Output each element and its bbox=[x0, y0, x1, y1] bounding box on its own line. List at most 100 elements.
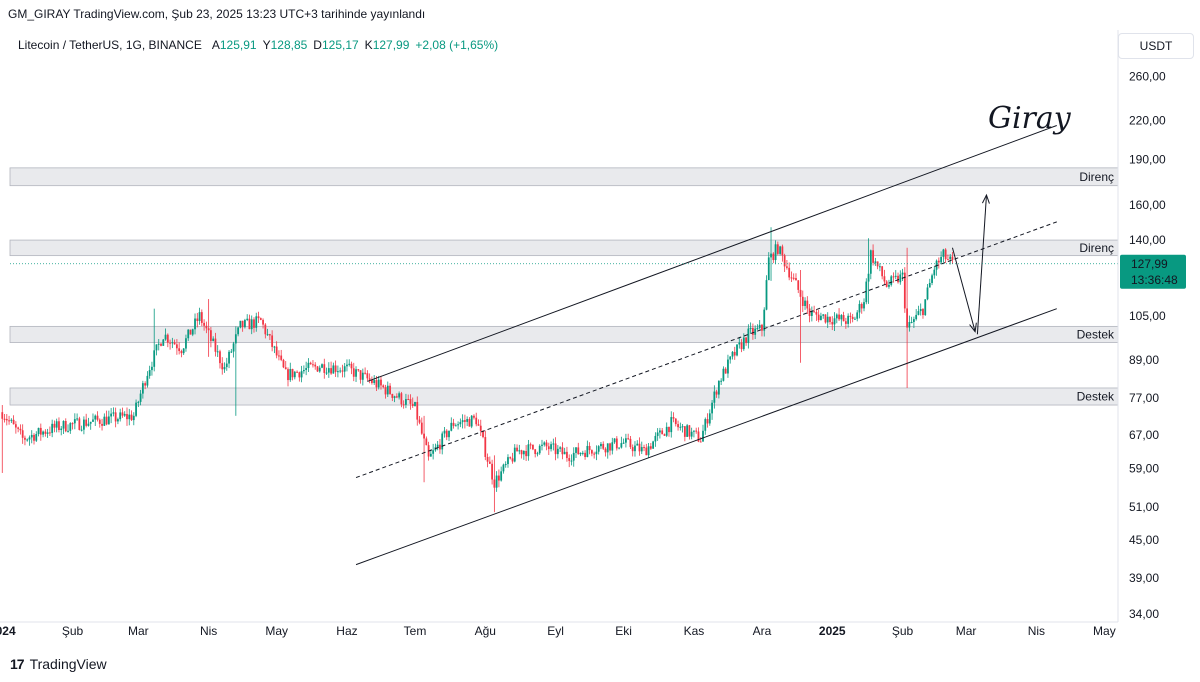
candle-body bbox=[141, 383, 144, 394]
candle-body bbox=[189, 329, 192, 335]
x-tick-label: Nis bbox=[1028, 624, 1045, 638]
candle-body bbox=[681, 426, 684, 428]
candle-body bbox=[756, 328, 759, 330]
candle-body bbox=[321, 364, 323, 368]
candle-body bbox=[813, 311, 816, 313]
candle-body bbox=[67, 430, 69, 432]
candle-body bbox=[203, 322, 205, 326]
candle-body bbox=[699, 441, 702, 443]
candle-body bbox=[5, 418, 8, 421]
candle-body bbox=[516, 447, 518, 452]
candle-body bbox=[579, 452, 582, 455]
candle-body bbox=[58, 421, 60, 430]
candle-body bbox=[119, 412, 122, 420]
candle-body bbox=[207, 328, 210, 331]
candle-body bbox=[624, 438, 627, 443]
candle-body bbox=[468, 419, 471, 427]
candle-body bbox=[180, 351, 183, 354]
candle-body bbox=[826, 316, 829, 323]
y-tick-label: 160,00 bbox=[1129, 198, 1166, 212]
candle-body bbox=[377, 379, 380, 388]
candle-body bbox=[584, 452, 586, 457]
y-tick-label: 105,00 bbox=[1129, 309, 1166, 323]
candle-body bbox=[890, 276, 893, 285]
candle-body bbox=[291, 368, 294, 378]
candle-body bbox=[164, 334, 167, 340]
candle-body bbox=[892, 276, 895, 278]
candle-body bbox=[593, 453, 596, 455]
candle-body bbox=[298, 372, 301, 378]
candle-body bbox=[359, 370, 362, 380]
candle-body bbox=[253, 319, 255, 328]
candle-body bbox=[838, 314, 840, 320]
y-tick-label: 59,00 bbox=[1129, 461, 1159, 475]
candle-body bbox=[606, 443, 609, 453]
y-tick-label: 51,00 bbox=[1129, 500, 1159, 514]
candle-body bbox=[781, 246, 784, 256]
candle-body bbox=[713, 391, 716, 403]
candle-body bbox=[87, 423, 90, 426]
candle-body bbox=[350, 363, 353, 369]
candle-body bbox=[1, 412, 4, 419]
candle-body bbox=[302, 369, 305, 372]
candle-body bbox=[210, 330, 212, 341]
candle-body bbox=[280, 355, 283, 360]
candle-body bbox=[659, 430, 661, 433]
candle-body bbox=[556, 448, 559, 455]
candle-body bbox=[597, 446, 600, 452]
candle-body bbox=[727, 359, 729, 374]
candle-body bbox=[309, 362, 312, 365]
candle-body bbox=[761, 324, 763, 331]
candle-body bbox=[196, 318, 199, 321]
candle-body bbox=[729, 356, 732, 360]
candle-body bbox=[504, 464, 507, 466]
candle-body bbox=[493, 479, 496, 488]
candle-body bbox=[46, 432, 49, 434]
candle-body bbox=[105, 416, 108, 425]
candle-body bbox=[906, 308, 908, 328]
candle-body bbox=[178, 348, 181, 352]
candle-body bbox=[461, 420, 464, 423]
candle-body bbox=[266, 334, 269, 336]
candle-body bbox=[8, 420, 10, 422]
candle-body bbox=[919, 308, 922, 312]
candle-body bbox=[384, 387, 387, 395]
candle-body bbox=[284, 367, 287, 370]
channel-line-2 bbox=[355, 221, 1057, 479]
footer-brand[interactable]: 17 TradingView bbox=[10, 656, 107, 672]
candle-body bbox=[883, 276, 886, 282]
candle-body bbox=[268, 334, 271, 336]
symbol-name[interactable]: Litecoin / TetherUS, 1G, BINANCE bbox=[18, 38, 202, 52]
x-tick-label: Tem bbox=[404, 624, 427, 638]
candle-body bbox=[128, 414, 131, 420]
candle-body bbox=[747, 328, 750, 344]
candle-body bbox=[561, 447, 564, 455]
currency-button[interactable]: USDT bbox=[1118, 33, 1194, 59]
candle-body bbox=[223, 367, 226, 370]
candle-body bbox=[931, 275, 933, 283]
candle-body bbox=[33, 434, 35, 441]
candle-body bbox=[786, 266, 788, 268]
zone-0 bbox=[9, 167, 1119, 187]
x-tick-label: Kas bbox=[684, 624, 705, 638]
candle-body bbox=[888, 284, 890, 287]
y-tick-label: 77,00 bbox=[1129, 391, 1159, 405]
low-value: 125,17 bbox=[321, 38, 359, 52]
candle-body bbox=[867, 273, 870, 282]
candle-body bbox=[436, 444, 439, 448]
candle-body bbox=[212, 338, 215, 341]
candle-body bbox=[586, 445, 589, 457]
candle-body bbox=[783, 255, 786, 267]
candle-body bbox=[797, 280, 800, 290]
candle-body bbox=[804, 300, 806, 306]
candle-body bbox=[441, 433, 444, 450]
y-tick-label: 39,00 bbox=[1129, 571, 1159, 585]
candle-body bbox=[808, 308, 811, 316]
candle-body bbox=[851, 316, 854, 320]
candle-body bbox=[484, 437, 487, 457]
candle-body bbox=[595, 451, 598, 455]
candle-body bbox=[375, 380, 378, 388]
candle-body bbox=[12, 419, 15, 425]
candle-body bbox=[527, 444, 530, 457]
